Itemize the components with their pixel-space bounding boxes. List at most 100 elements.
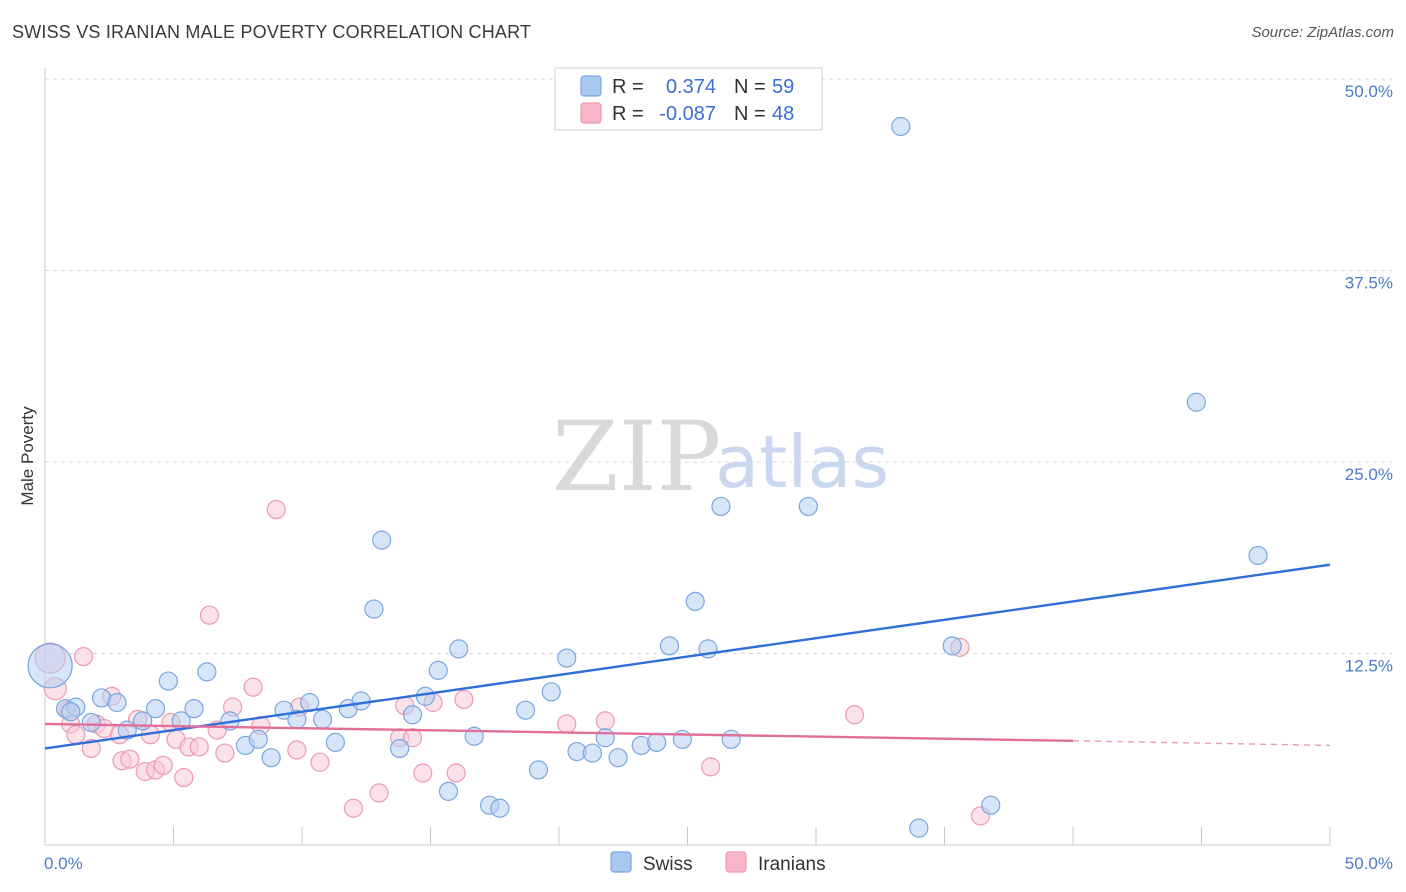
- iranians-point: [189, 737, 209, 757]
- swiss-point: [1248, 545, 1268, 566]
- iranians-point: [446, 763, 466, 783]
- swiss-point: [891, 116, 911, 137]
- iranians-point: [310, 752, 330, 772]
- series-legend-swiss-swatch: [610, 851, 632, 873]
- swiss-point: [909, 818, 929, 838]
- iranians-point: [81, 738, 101, 759]
- swiss-point: [449, 639, 469, 659]
- legend-iranians-r-label: R =: [612, 103, 644, 125]
- iranians-point: [844, 705, 865, 725]
- chart-title: SWISS VS IRANIAN MALE POVERTY CORRELATIO…: [12, 22, 532, 42]
- series-legend-iranians-label: Iranians: [758, 854, 826, 875]
- iranians-point: [73, 646, 94, 667]
- iranians-point: [454, 689, 474, 710]
- swiss-point: [981, 795, 1001, 815]
- legend-swiss-r-label: R =: [612, 76, 644, 98]
- swiss-point: [942, 636, 962, 656]
- iranians-point: [557, 714, 577, 734]
- axes: [44, 68, 1331, 846]
- swiss-point: [351, 691, 371, 711]
- iranians-trend-extension: [1072, 740, 1331, 747]
- iranians-point: [413, 763, 433, 783]
- iranians-point: [66, 725, 86, 745]
- swiss-point: [721, 729, 741, 749]
- iranians-point: [199, 605, 220, 625]
- swiss-point: [145, 699, 166, 719]
- swiss-point: [81, 712, 101, 733]
- source-label: Source: ZipAtlas.com: [1251, 24, 1394, 41]
- swiss-point: [608, 748, 628, 768]
- y-tick-label: 50.0%: [1345, 82, 1393, 101]
- legend-swiss-r-value: 0.374: [666, 76, 716, 98]
- swiss-point: [428, 660, 448, 680]
- iranians-point: [369, 783, 389, 803]
- y-tick-labels: 12.5% 25.0% 37.5% 50.0%: [1345, 82, 1393, 676]
- x-tick-labels: 0.0% 50.0%: [44, 854, 1393, 873]
- y-tick-label: 25.0%: [1345, 465, 1393, 484]
- swiss-point: [184, 699, 204, 719]
- iranians-point: [402, 728, 423, 748]
- swiss-point: [372, 530, 392, 550]
- swiss-point: [672, 729, 692, 749]
- iranians-point: [215, 743, 235, 763]
- swiss-point: [528, 760, 549, 780]
- legend-iranians-n-label: N =: [734, 103, 766, 125]
- watermark: ZIP atlas: [552, 401, 889, 513]
- swiss-point: [158, 671, 178, 691]
- swiss-point: [438, 781, 459, 801]
- swiss-point: [261, 748, 281, 768]
- iranians-point: [153, 755, 173, 775]
- swiss-point: [107, 692, 127, 713]
- legend-swiss-swatch: [580, 75, 602, 97]
- swiss-point: [659, 636, 680, 656]
- legend-swiss-n-label: N =: [734, 76, 766, 98]
- watermark-zip: ZIP: [552, 401, 721, 513]
- watermark-atlas: atlas: [715, 420, 889, 504]
- swiss-point: [711, 496, 731, 517]
- swiss-point: [798, 496, 818, 517]
- x-tick-label: 50.0%: [1345, 854, 1393, 873]
- iranians-point: [701, 757, 721, 777]
- swiss-point: [631, 735, 651, 756]
- swiss-point: [390, 738, 410, 759]
- swiss-point: [364, 599, 384, 619]
- swiss-point: [1186, 392, 1206, 412]
- trend-lines: [44, 563, 1331, 750]
- swiss-trend-line: [44, 563, 1331, 750]
- swiss-point: [27, 643, 73, 689]
- iranians-point: [343, 798, 363, 818]
- iranians-point: [595, 711, 615, 731]
- iranians-trend-line: [44, 722, 1074, 743]
- swiss-point: [557, 648, 577, 668]
- swiss-point: [685, 591, 705, 612]
- series-legend: Swiss Iranians: [610, 851, 826, 875]
- y-tick-label: 12.5%: [1345, 657, 1393, 676]
- iranians-point: [266, 499, 286, 520]
- swiss-point: [197, 662, 217, 682]
- swiss-point: [582, 743, 603, 763]
- swiss-point: [647, 732, 667, 752]
- swiss-point: [490, 798, 510, 818]
- iranians-point: [243, 677, 263, 697]
- swiss-point: [595, 728, 615, 748]
- iranians-point: [120, 749, 140, 769]
- legend-iranians-swatch: [580, 102, 602, 124]
- iranians-points: [34, 499, 991, 826]
- iranians-point: [287, 740, 307, 760]
- swiss-point: [312, 709, 333, 729]
- swiss-point: [415, 686, 435, 706]
- swiss-point: [325, 732, 346, 752]
- swiss-point: [402, 705, 423, 725]
- correlation-legend: R = 0.374 N = 59 R = -0.087 N = 48: [554, 67, 823, 131]
- swiss-point: [541, 682, 561, 702]
- legend-swiss-n-value: 59: [772, 76, 794, 98]
- swiss-point: [248, 729, 268, 749]
- series-legend-swiss-label: Swiss: [643, 854, 693, 875]
- y-axis-title: Male Poverty: [18, 406, 37, 506]
- legend-iranians-n-value: 48: [772, 103, 794, 125]
- x-tick-label: 0.0%: [44, 854, 83, 873]
- gridlines: [45, 78, 1392, 654]
- legend-iranians-r-value: -0.087: [659, 103, 716, 125]
- y-tick-label: 37.5%: [1345, 274, 1393, 293]
